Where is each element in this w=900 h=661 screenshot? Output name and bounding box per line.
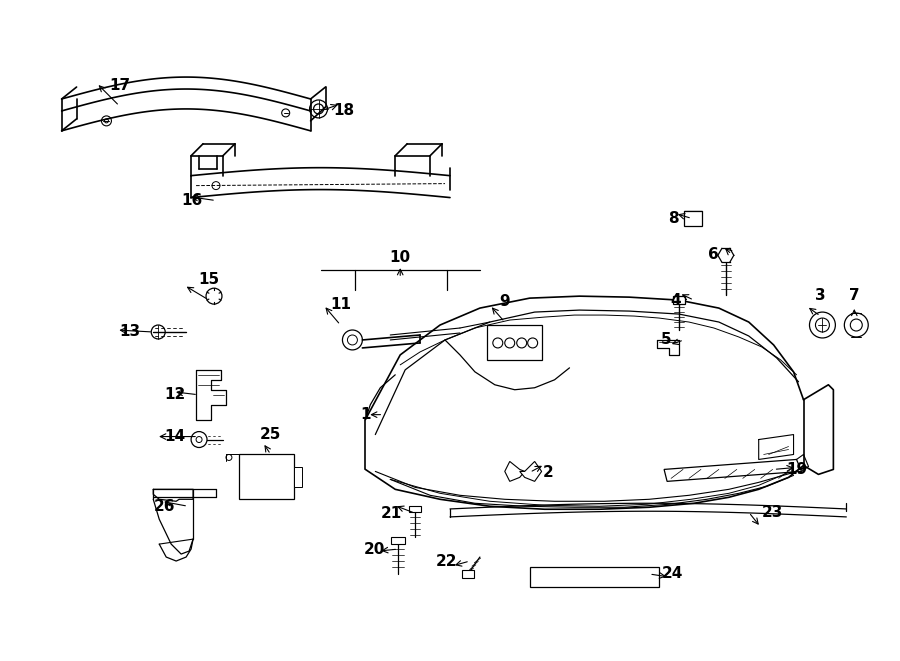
Text: 5: 5 (661, 332, 671, 348)
Text: 14: 14 (164, 429, 185, 444)
Text: 4: 4 (670, 293, 681, 307)
Text: 26: 26 (154, 499, 176, 514)
Text: 20: 20 (364, 541, 385, 557)
Text: 15: 15 (199, 272, 220, 287)
Bar (392, 537, 405, 544)
Text: 17: 17 (109, 78, 130, 93)
Polygon shape (519, 461, 542, 481)
Text: 24: 24 (662, 566, 683, 582)
Text: 12: 12 (164, 387, 185, 403)
Polygon shape (505, 461, 525, 481)
Bar (410, 506, 421, 512)
Text: 21: 21 (381, 506, 402, 521)
Text: 23: 23 (761, 505, 783, 520)
Text: 25: 25 (260, 426, 282, 442)
Text: 1: 1 (360, 407, 370, 422)
Text: 22: 22 (436, 553, 457, 568)
Text: 16: 16 (182, 193, 203, 208)
Text: 9: 9 (500, 294, 510, 309)
Bar (293, 467, 302, 487)
Text: 18: 18 (334, 103, 355, 118)
Bar (238, 455, 293, 499)
Text: 3: 3 (815, 288, 825, 303)
Bar (487, 325, 542, 360)
Text: 11: 11 (330, 297, 351, 312)
Text: 19: 19 (787, 462, 807, 477)
Text: 2: 2 (543, 465, 553, 480)
Bar (530, 567, 659, 587)
Text: 13: 13 (119, 325, 140, 340)
Text: 8: 8 (669, 211, 679, 226)
Polygon shape (664, 459, 802, 481)
Text: 10: 10 (390, 251, 410, 265)
Bar (684, 210, 702, 227)
Text: 7: 7 (849, 288, 859, 303)
Bar (673, 296, 685, 304)
Bar (462, 570, 474, 578)
Text: 6: 6 (708, 247, 719, 262)
